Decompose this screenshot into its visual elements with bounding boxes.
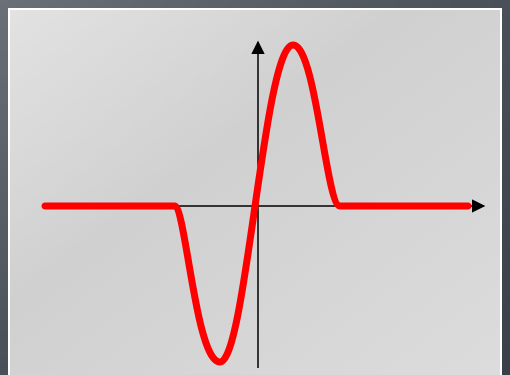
diagram [0, 0, 510, 375]
page [0, 0, 510, 375]
